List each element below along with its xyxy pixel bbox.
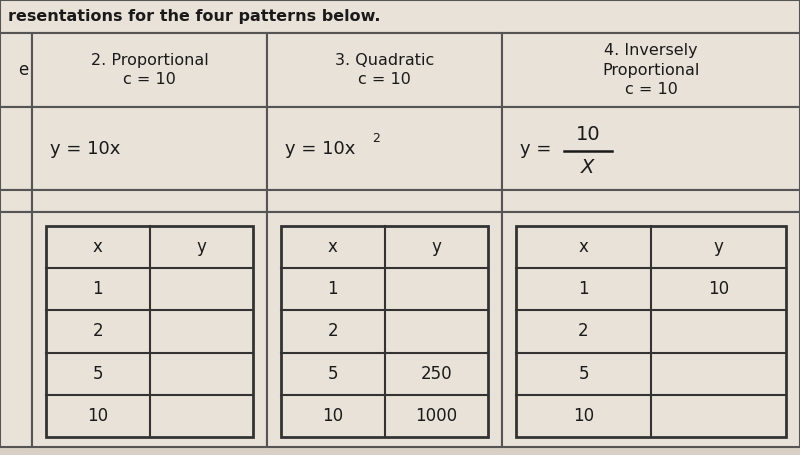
Bar [267, 190, 502, 212]
Text: 2. Proportional
c = 10: 2. Proportional c = 10 [90, 53, 208, 87]
Text: x: x [578, 238, 589, 256]
Text: 2: 2 [93, 323, 103, 340]
Text: 2: 2 [327, 323, 338, 340]
Text: 10: 10 [576, 125, 600, 144]
Bar [0, 0, 800, 33]
Text: resentations for the four patterns below.: resentations for the four patterns below… [8, 9, 381, 24]
Text: x: x [93, 238, 102, 256]
Bar [267, 107, 502, 190]
Bar [32, 212, 267, 447]
Bar [0, 33, 32, 107]
Text: 250: 250 [421, 365, 452, 383]
Text: 1000: 1000 [415, 407, 458, 425]
Text: y: y [196, 238, 206, 256]
Text: 10: 10 [573, 407, 594, 425]
Bar [0, 107, 32, 190]
Text: e: e [18, 61, 28, 79]
Bar [502, 190, 800, 212]
Text: y =: y = [520, 140, 557, 157]
Text: 10: 10 [87, 407, 108, 425]
Bar [0, 190, 32, 212]
Bar [502, 33, 800, 107]
Text: 10: 10 [708, 280, 729, 298]
Bar [516, 226, 786, 437]
Text: 5: 5 [327, 365, 338, 383]
Text: 10: 10 [322, 407, 343, 425]
Text: 1: 1 [93, 280, 103, 298]
Text: y = 10x: y = 10x [285, 140, 355, 157]
Text: y = 10x: y = 10x [50, 140, 120, 157]
Bar [46, 226, 253, 437]
Text: 2: 2 [578, 323, 589, 340]
Text: x: x [328, 238, 338, 256]
Bar [502, 107, 800, 190]
Text: 1: 1 [327, 280, 338, 298]
Text: 2: 2 [372, 132, 380, 145]
Bar [0, 212, 32, 447]
Bar [32, 190, 267, 212]
Text: 3. Quadratic
c = 10: 3. Quadratic c = 10 [335, 53, 434, 87]
Text: 5: 5 [578, 365, 589, 383]
Bar [502, 212, 800, 447]
Bar [32, 107, 267, 190]
Bar [267, 212, 502, 447]
Bar [281, 226, 488, 437]
Text: 5: 5 [93, 365, 103, 383]
Text: 4. Inversely
Proportional
c = 10: 4. Inversely Proportional c = 10 [602, 43, 700, 97]
Bar [267, 33, 502, 107]
Bar [32, 33, 267, 107]
Text: 1: 1 [578, 280, 589, 298]
Text: y: y [714, 238, 723, 256]
Text: y: y [431, 238, 441, 256]
Text: X: X [582, 158, 594, 177]
